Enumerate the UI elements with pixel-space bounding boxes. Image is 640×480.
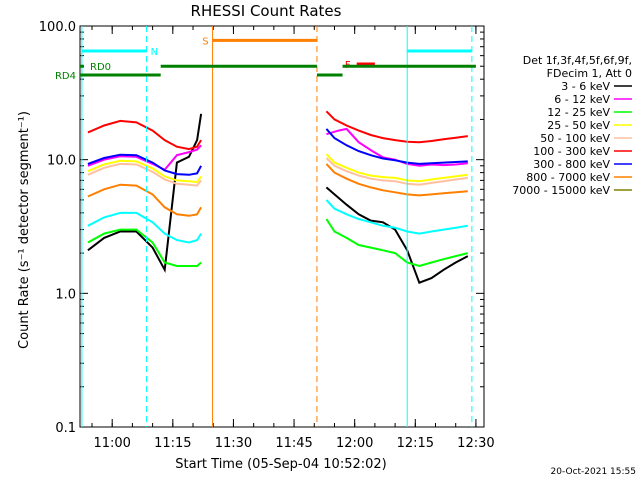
series-line	[87, 211, 202, 244]
series-line	[87, 159, 202, 184]
series-line	[325, 186, 469, 284]
series-line	[325, 157, 468, 186]
y-tick-label: 100.0	[39, 20, 76, 35]
plot-frame	[79, 25, 485, 428]
x-tick-label: 12:00	[336, 436, 373, 451]
legend-entry-label: 7000 - 15000 keV	[512, 184, 610, 197]
x-tick-label: 11:15	[154, 436, 191, 451]
flag-label: N	[151, 47, 158, 58]
y-axis-label: Count Rate (s⁻¹ detector segment⁻¹)	[17, 111, 32, 349]
legend-entry-label: 12 - 25 keV	[547, 106, 610, 119]
legend-entry-label: 25 - 50 keV	[547, 119, 610, 132]
y-tick-label: 0.1	[55, 421, 76, 436]
series-line	[87, 162, 202, 187]
plot-area: 100.0 10.0 1.0 0.1 11:00 11:15 11:30 11:45 12:00…	[39, 20, 495, 451]
series-line	[325, 110, 468, 144]
x-tick-label: 12:15	[397, 436, 434, 451]
series-line	[87, 183, 202, 217]
series-line	[325, 153, 468, 183]
series-line	[325, 128, 468, 165]
legend-header: Det 1f,3f,4f,5f,6f,9f,	[523, 54, 632, 67]
series-line	[325, 218, 469, 268]
legend-entry-label: 50 - 100 keV	[540, 132, 610, 145]
legend-entry-label: 300 - 800 keV	[533, 158, 610, 171]
x-axis-label: Start Time (05-Sep-04 10:52:02)	[175, 457, 386, 472]
y-tick-label: 10.0	[47, 154, 76, 169]
series-line	[325, 199, 468, 235]
chart-title: RHESSI Count Rates	[191, 2, 342, 20]
x-tick-label: 11:00	[93, 436, 130, 451]
legend-entry-label: 100 - 300 keV	[533, 145, 610, 158]
legend-header: FDecim 1, Att 0	[547, 67, 632, 80]
y-tick-label: 1.0	[55, 287, 76, 302]
flag-label: S	[202, 36, 208, 47]
legend-entry-label: 6 - 12 keV	[554, 93, 610, 106]
x-tick-label: 11:30	[215, 436, 252, 451]
flag-label: RD4	[55, 71, 76, 82]
series-line	[87, 153, 202, 176]
series-line	[87, 119, 202, 151]
x-tick-label: 12:30	[457, 436, 494, 451]
legend-entry-label: 800 - 7000 keV	[526, 171, 610, 184]
x-tick-label: 11:45	[275, 436, 312, 451]
legend: Det 1f,3f,4f,5f,6f,9f,FDecim 1, Att 03 -…	[512, 54, 632, 197]
series-line	[325, 163, 468, 197]
flag-label: RD0	[90, 62, 111, 73]
series-line	[87, 228, 202, 267]
series-line	[87, 113, 203, 274]
timestamp-label: 20-Oct-2021 15:55	[551, 467, 636, 477]
legend-entry-label: 3 - 6 keV	[561, 80, 610, 93]
